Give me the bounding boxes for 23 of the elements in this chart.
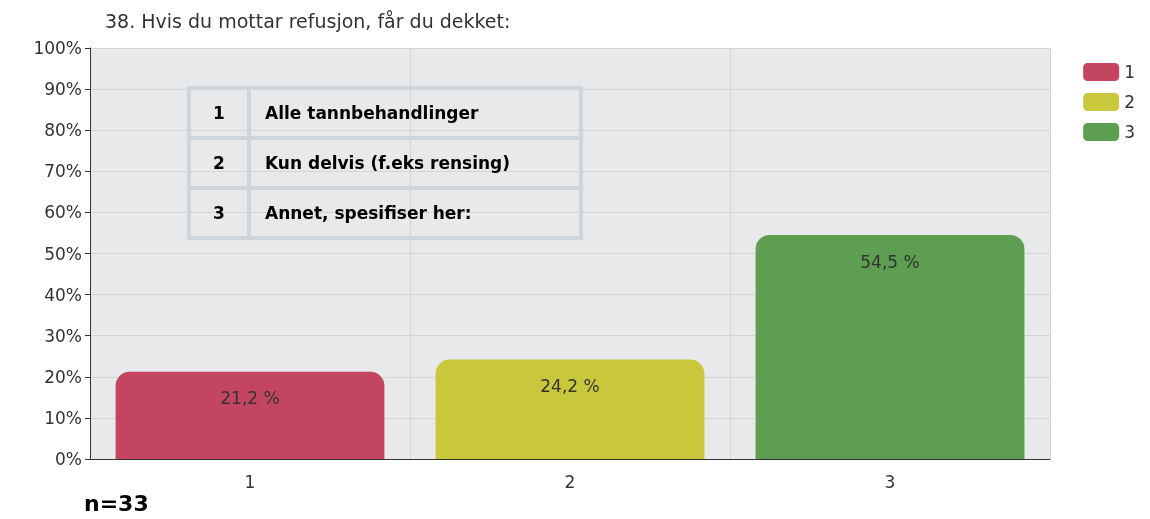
y-tick-label: 100% xyxy=(33,38,82,58)
legend-label: 2 xyxy=(1124,92,1136,112)
legend-label: 3 xyxy=(1124,122,1136,142)
data-label: 24,2 % xyxy=(540,376,600,397)
y-tick-label: 20% xyxy=(44,366,82,387)
key-table: 1 Alle tannbehandlinger 2 Kun delvis (f.eks rensing) 3 Annet, spesifiser her: xyxy=(187,86,583,240)
data-label: 21,2 % xyxy=(220,388,280,409)
y-tick-label: 90% xyxy=(44,79,82,100)
chart-title: 38. Hvis du mottar refusjon, får du dekket: xyxy=(105,9,511,32)
y-tick-label: 60% xyxy=(44,202,82,223)
text: n=33 xyxy=(84,490,149,516)
y-tick-label: 50% xyxy=(44,243,82,264)
legend-label: 1 xyxy=(1124,62,1136,82)
data-label: 54,5 % xyxy=(860,251,920,272)
x-tick-label: 3 xyxy=(884,471,896,492)
y-tick-label: 0% xyxy=(55,449,82,469)
y-tick-label: 30% xyxy=(44,325,82,346)
y-tick-label: 80% xyxy=(44,120,82,141)
y-tick-label: 10% xyxy=(44,407,82,428)
x-tick-label: 1 xyxy=(244,471,256,492)
x-tick-label: 2 xyxy=(564,471,576,492)
y-tick-label: 40% xyxy=(44,284,82,305)
y-tick-label: 70% xyxy=(44,161,82,182)
